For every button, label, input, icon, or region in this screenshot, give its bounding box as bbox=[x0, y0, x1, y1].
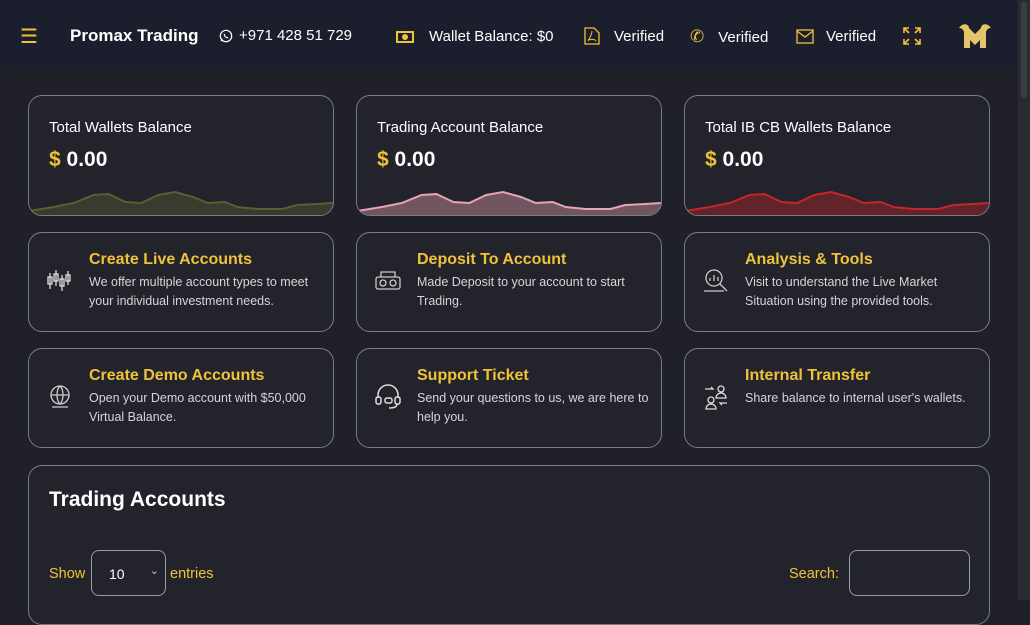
support-ticket-card[interactable]: Support Ticket Send your questions to us… bbox=[356, 348, 662, 448]
analysis-icon bbox=[704, 269, 728, 292]
sparkline-line bbox=[29, 190, 333, 212]
card-description: Made Deposit to your account to start Tr… bbox=[417, 275, 625, 308]
trading-accounts-panel: Trading Accounts Show 10 ⌄ entries Search… bbox=[28, 465, 990, 625]
total-wallets-balance-card: Total Wallets Balance $ 0.00 bbox=[28, 95, 334, 216]
balance-amount: $ 0.00 bbox=[49, 148, 108, 171]
headset-icon bbox=[375, 384, 401, 409]
email-status: Verified bbox=[826, 28, 877, 45]
expand-icon bbox=[903, 27, 921, 45]
card-title: Create Demo Accounts bbox=[89, 367, 265, 384]
pdf-document-icon bbox=[584, 27, 600, 45]
money-bill-icon bbox=[396, 30, 414, 43]
ib-cb-wallets-balance-card: Total IB CB Wallets Balance $ 0.00 bbox=[684, 95, 990, 216]
wallet-balance-text: Wallet Balance: $0 bbox=[429, 28, 554, 45]
top-header: ☰ Promax Trading +971 428 51 729 Wallet … bbox=[0, 0, 1018, 70]
create-demo-accounts-card[interactable]: Create Demo Accounts Open your Demo acco… bbox=[28, 348, 334, 448]
sparkline-line bbox=[357, 190, 661, 212]
balance-sparkline bbox=[357, 190, 661, 215]
money-icon bbox=[375, 271, 401, 290]
internal-transfer-card[interactable]: Internal Transfer Share balance to inter… bbox=[684, 348, 990, 448]
trading-accounts-title: Trading Accounts bbox=[49, 488, 226, 511]
entries-select[interactable]: 10 ⌄ bbox=[91, 550, 166, 596]
card-title: Analysis & Tools bbox=[745, 251, 873, 268]
card-title: Support Ticket bbox=[417, 367, 529, 384]
documents-verified[interactable]: Verified bbox=[584, 27, 664, 45]
hamburger-menu-icon[interactable]: ☰ bbox=[20, 26, 38, 48]
documents-status: Verified bbox=[614, 27, 665, 45]
phone-icon: ✆ bbox=[690, 27, 705, 46]
sparkline-line bbox=[685, 190, 989, 212]
phone-status: Verified bbox=[718, 28, 769, 46]
card-description: Share balance to internal user's wallets… bbox=[745, 391, 966, 405]
card-description: Open your Demo account with $50,000 Virt… bbox=[89, 391, 306, 424]
trading-account-balance-card: Trading Account Balance $ 0.00 bbox=[356, 95, 662, 216]
balance-amount: $ 0.00 bbox=[377, 148, 436, 171]
balance-amount: $ 0.00 bbox=[705, 148, 764, 171]
email-verified[interactable]: Verified bbox=[796, 28, 876, 45]
card-title: Create Live Accounts bbox=[89, 251, 253, 268]
page-scrollbar[interactable] bbox=[1018, 0, 1030, 600]
show-label: Show bbox=[49, 566, 86, 582]
balance-sparkline bbox=[29, 190, 333, 215]
chevron-down-icon: ⌄ bbox=[149, 565, 159, 577]
phone-number: +971 428 51 729 bbox=[239, 27, 353, 44]
fullscreen-button[interactable] bbox=[903, 27, 921, 45]
scrollbar-thumb[interactable] bbox=[1021, 2, 1027, 98]
card-title: Total Wallets Balance bbox=[49, 119, 192, 136]
globe-icon bbox=[50, 385, 70, 408]
entries-value: 10 bbox=[109, 566, 125, 582]
card-description: We offer multiple account types to meet … bbox=[89, 275, 309, 308]
logo-avatar[interactable] bbox=[957, 20, 993, 50]
card-title: Deposit To Account bbox=[417, 251, 567, 268]
envelope-icon bbox=[796, 29, 814, 44]
search-input[interactable] bbox=[849, 550, 970, 596]
wallet-balance[interactable]: Wallet Balance: $0 bbox=[395, 28, 554, 45]
card-title: Total IB CB Wallets Balance bbox=[705, 119, 892, 136]
brand-name[interactable]: Promax Trading bbox=[70, 26, 199, 45]
balance-sparkline bbox=[685, 190, 989, 215]
card-title: Trading Account Balance bbox=[377, 119, 544, 136]
card-description: Visit to understand the Live Market Situ… bbox=[745, 275, 938, 308]
candlestick-icon bbox=[47, 270, 71, 291]
bull-logo-icon bbox=[959, 24, 991, 48]
card-description: Send your questions to us, we are here t… bbox=[417, 391, 649, 424]
whatsapp-icon bbox=[219, 29, 233, 42]
card-title: Internal Transfer bbox=[745, 367, 871, 384]
entries-label: entries bbox=[170, 566, 214, 582]
create-live-accounts-card[interactable]: Create Live Accounts We offer multiple a… bbox=[28, 232, 334, 332]
phone-verified[interactable]: ✆ Verified bbox=[690, 27, 768, 47]
deposit-to-account-card[interactable]: Deposit To Account Made Deposit to your … bbox=[356, 232, 662, 332]
search-label: Search: bbox=[789, 566, 839, 582]
analysis-tools-card[interactable]: Analysis & Tools Visit to understand the… bbox=[684, 232, 990, 332]
transfer-icon bbox=[705, 385, 727, 410]
phone-contact[interactable]: +971 428 51 729 bbox=[219, 27, 352, 44]
